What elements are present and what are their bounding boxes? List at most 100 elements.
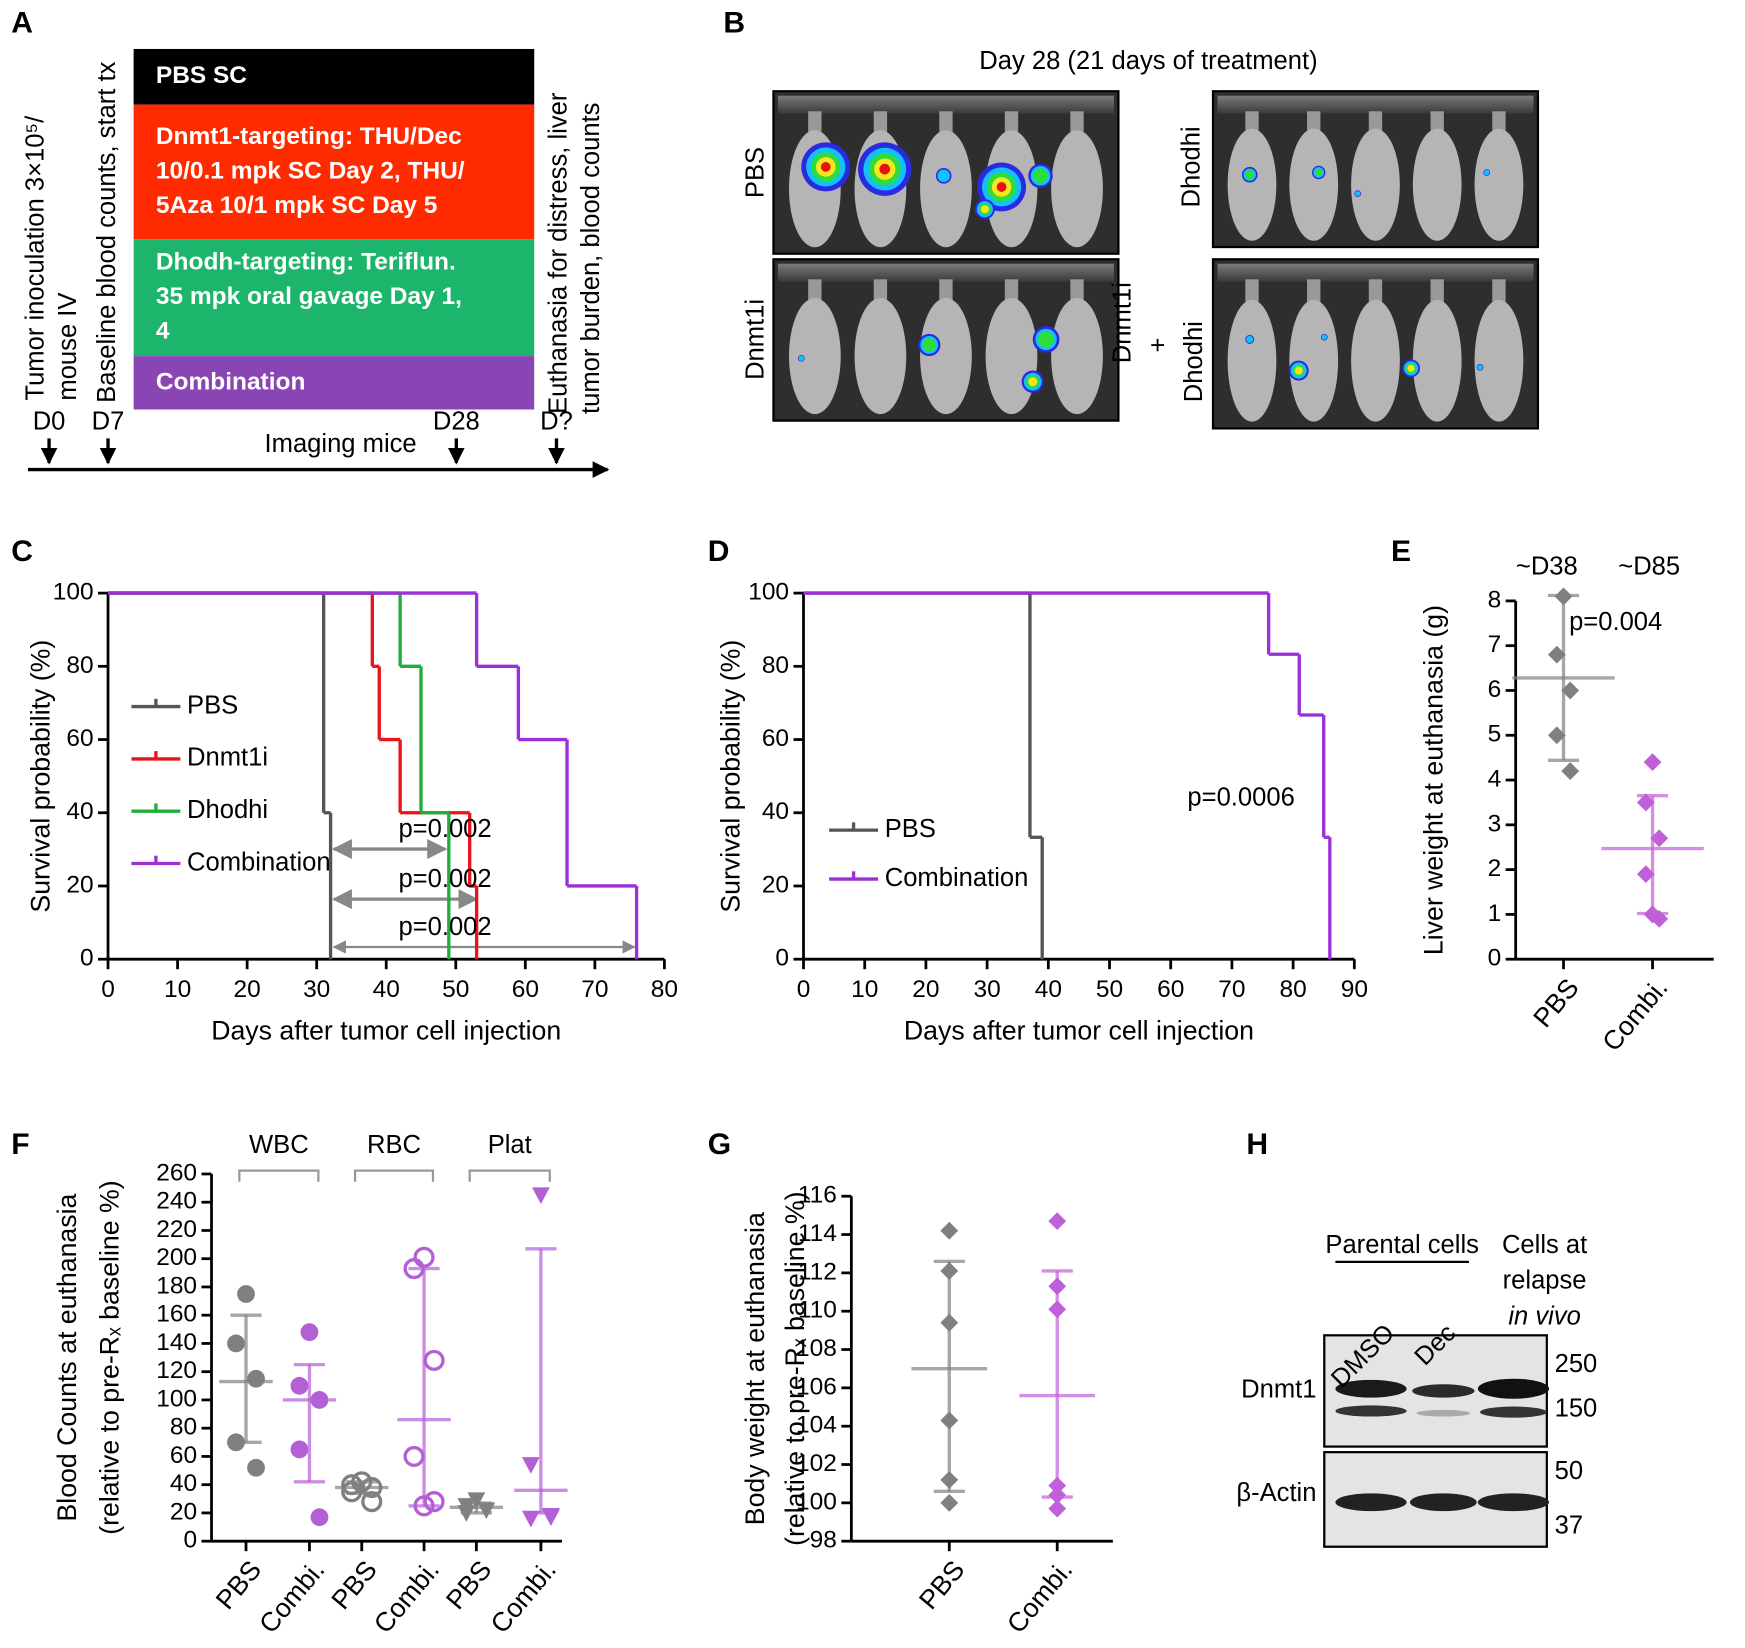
- y-tick-label: 6: [1488, 676, 1502, 703]
- data-point: [542, 1509, 560, 1527]
- treatment-box: [133, 104, 535, 240]
- y-tick-label: 160: [156, 1301, 197, 1328]
- x-tick-label: 60: [1157, 976, 1184, 1003]
- y-tick-label: 80: [170, 1414, 197, 1441]
- data-point: [1048, 1499, 1067, 1518]
- x-tick-label: 20: [912, 976, 939, 1003]
- data-point: [341, 1474, 363, 1496]
- y-tick-label: 104: [796, 1412, 837, 1439]
- y-tick-label: 2: [1488, 855, 1502, 882]
- y-tick-label: 140: [156, 1329, 197, 1356]
- data-point: [247, 1458, 265, 1477]
- data-point: [1561, 762, 1580, 780]
- y-tick-label: 60: [762, 725, 789, 752]
- data-point: [423, 1491, 445, 1513]
- x-tick-label: 50: [442, 976, 469, 1003]
- group-bracket: [353, 1169, 435, 1182]
- x-tick-label: 40: [1035, 976, 1062, 1003]
- data-point: [227, 1433, 245, 1452]
- band: [1416, 1409, 1471, 1417]
- mouse: [1227, 299, 1277, 422]
- panel-label: C: [11, 535, 33, 568]
- y-tick-label: 60: [66, 725, 93, 752]
- data-point: [341, 1481, 363, 1503]
- y-tick-label: 0: [183, 1527, 197, 1554]
- x-tick-label: Combi.: [485, 1555, 562, 1639]
- signal: [1033, 168, 1048, 184]
- x-tick-label: 90: [1341, 976, 1368, 1003]
- treatment-text: 10/0.1 mpk SC Day 2, THU/: [156, 157, 465, 184]
- treatment-box: [133, 48, 535, 105]
- western-header: Cells at: [1502, 1231, 1587, 1259]
- legend-label: Dnmt1i: [187, 744, 268, 772]
- y-tick-label: 180: [156, 1272, 197, 1299]
- data-point: [1048, 1212, 1067, 1231]
- clip: [1430, 279, 1444, 304]
- y-tick-label: 40: [762, 798, 789, 825]
- data-point: [940, 1493, 959, 1512]
- cage-bar: [1217, 263, 1534, 282]
- y-axis-label: Blood Counts at euthanasia: [52, 1193, 82, 1521]
- vertical-label: Euthanasia for distress, liver: [545, 92, 573, 414]
- data-point: [227, 1334, 245, 1353]
- annotation: p=0.002: [398, 913, 491, 941]
- mouse: [1412, 299, 1462, 422]
- signal: [798, 355, 804, 361]
- legend-label: Combination: [885, 864, 1029, 892]
- y-axis-label: Liver weight at euthanasia (g): [1419, 605, 1449, 955]
- y-axis-label: Survival probability (%): [25, 640, 55, 913]
- clip: [1307, 279, 1321, 304]
- data-point: [1643, 753, 1662, 772]
- treatment-text: 35 mpk oral gavage Day 1,: [156, 283, 462, 310]
- signal: [1321, 334, 1327, 340]
- x-tick-label: Combi.: [368, 1555, 445, 1639]
- annotation: p=0.002: [398, 865, 491, 893]
- group-label: Dnmt1i: [1109, 282, 1137, 363]
- data-point: [531, 1187, 550, 1205]
- x-axis-label: Days after tumor cell injection: [211, 1016, 561, 1046]
- y-tick-label: 1: [1488, 900, 1502, 927]
- western-header: in vivo: [1508, 1302, 1581, 1330]
- band: [1335, 1493, 1407, 1512]
- signal: [1354, 190, 1361, 197]
- y-tick-label: 100: [156, 1385, 197, 1412]
- x-tick-label: 70: [581, 976, 608, 1003]
- protein-label: β-Actin: [1236, 1479, 1316, 1507]
- data-point: [1048, 1277, 1067, 1296]
- signal: [1314, 168, 1323, 177]
- data-point: [1547, 726, 1566, 745]
- mouse: [854, 297, 907, 415]
- data-point: [477, 1502, 496, 1520]
- signal: [1245, 170, 1255, 180]
- data-point: [1636, 865, 1655, 884]
- y-tick-label: 200: [156, 1244, 197, 1271]
- y-tick-label: 60: [170, 1442, 197, 1469]
- x-tick-label: 0: [797, 976, 811, 1003]
- group-label: Dnmt1i: [742, 299, 770, 380]
- signal: [820, 162, 831, 172]
- clip: [1368, 279, 1383, 304]
- data-point: [521, 1457, 540, 1474]
- mouse: [920, 297, 972, 415]
- y-tick-label: 100: [796, 1488, 837, 1515]
- data-point: [413, 1495, 435, 1517]
- mw-label: 50: [1555, 1457, 1583, 1485]
- signal: [1246, 335, 1254, 343]
- y-tick-label: 40: [170, 1470, 197, 1497]
- clip: [1492, 279, 1506, 304]
- panel-label: B: [723, 6, 745, 39]
- x-tick-label: 10: [851, 976, 878, 1003]
- x-tick-label: 20: [234, 976, 261, 1003]
- group-label: RBC: [367, 1131, 421, 1159]
- data-point: [403, 1258, 425, 1280]
- data-point: [1643, 905, 1662, 924]
- mouse: [985, 297, 1038, 415]
- data-point: [247, 1369, 265, 1388]
- mouse: [788, 297, 841, 415]
- x-axis-label: Days after tumor cell injection: [904, 1016, 1254, 1046]
- treatment-text: PBS SC: [156, 62, 247, 89]
- clip: [1070, 279, 1084, 304]
- data-point: [467, 1492, 486, 1510]
- data-point: [940, 1262, 959, 1280]
